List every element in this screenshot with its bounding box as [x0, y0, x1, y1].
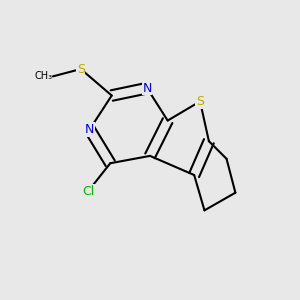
Text: S: S: [196, 95, 204, 108]
Text: CH₃: CH₃: [35, 71, 53, 81]
Text: N: N: [85, 123, 94, 136]
Text: S: S: [77, 62, 85, 76]
Text: Cl: Cl: [82, 185, 94, 198]
Text: N: N: [142, 82, 152, 95]
